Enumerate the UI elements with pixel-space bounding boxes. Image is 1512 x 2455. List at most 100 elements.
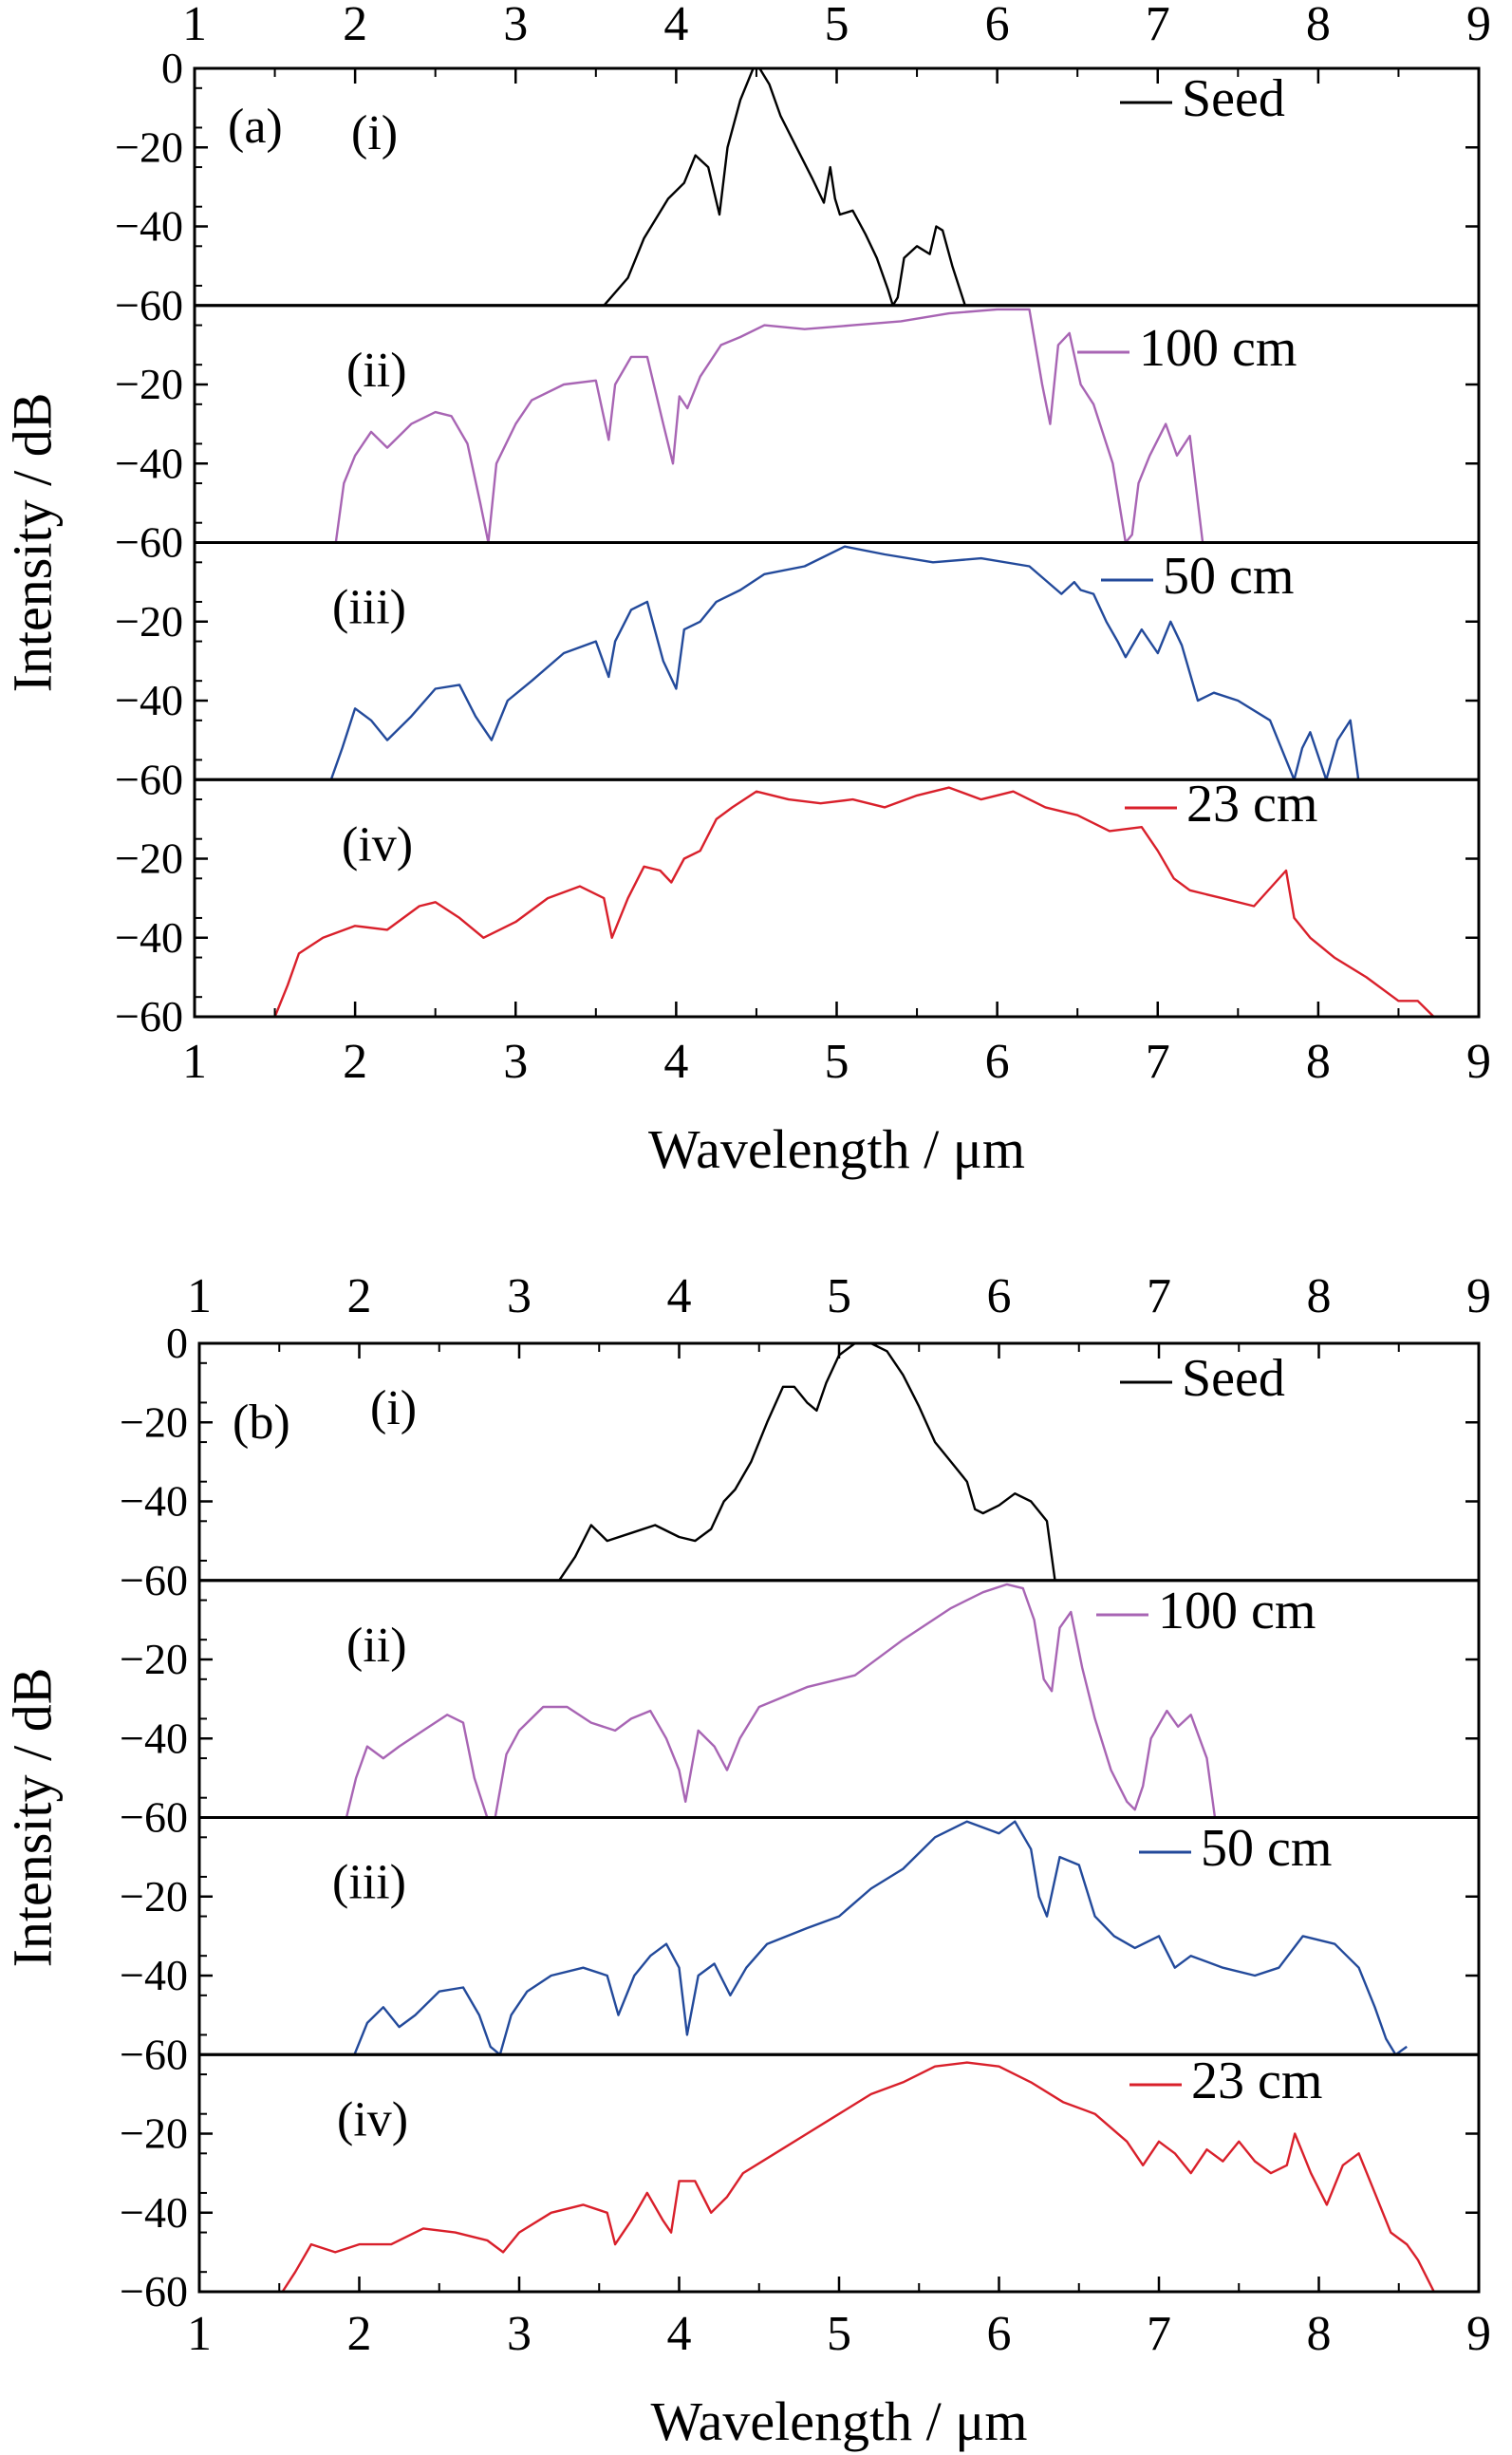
x-tick-label-top: 3: [507, 1269, 532, 1323]
y-tick-label: −40: [115, 913, 183, 962]
series-line-seed: [558, 1341, 1056, 1582]
x-tick-label-top: 6: [985, 0, 1010, 51]
subplot-frame: [197, 1341, 1481, 1583]
x-tick-label-top: 8: [1306, 0, 1331, 51]
y-tick-label: −60: [120, 1793, 188, 1842]
x-tick-label-top: 7: [1146, 0, 1170, 51]
y-axis-label: Intensity / dB: [1, 1668, 63, 1968]
y-tick-label: −60: [115, 281, 183, 329]
subplot-label: (iii): [332, 581, 406, 635]
subplot-3: −20 −40 −60 (iii) 50 cm: [115, 541, 1481, 803]
x-tick-label-top: 5: [825, 0, 849, 51]
y-tick-label: −40: [120, 1477, 188, 1526]
x-tick-label-top: 9: [1466, 0, 1491, 51]
subplot-label: (iv): [342, 817, 413, 871]
panel-a: 0−20−40−60(i)Seed−20−40−60(ii) 100 cm−20−…: [1, 0, 1491, 1180]
x-tick-label-top: 6: [987, 1269, 1012, 1323]
x-tick-label: 5: [825, 1035, 849, 1089]
x-tick-label: 7: [1147, 2307, 1171, 2361]
x-tick-label: 8: [1306, 1035, 1331, 1089]
y-tick-label: −60: [115, 992, 183, 1040]
legend-label: 50 cm: [1201, 1819, 1332, 1878]
x-axis-label: Wavelength / μm: [651, 2390, 1028, 2452]
y-tick-label: −20: [115, 122, 183, 171]
y-tick-label: −40: [115, 202, 183, 251]
series-line-100-cm: [345, 1583, 1217, 1819]
subplot-1: 0 −20 −40 −60 (i) Seed: [115, 44, 1481, 329]
x-tick-label-top: 1: [187, 1269, 212, 1323]
y-axis-label: Intensity / dB: [1, 393, 63, 693]
y-tick-label: −40: [120, 1714, 188, 1762]
x-tick-label-top: 2: [347, 1269, 372, 1323]
subplot-4: −20 −40 −60 (iv) 23 cm: [115, 775, 1481, 1040]
x-tick-label: 2: [343, 1035, 367, 1089]
subplot-label: (iv): [337, 2092, 408, 2146]
x-tick-label: 4: [667, 2307, 692, 2361]
legend-label: 23 cm: [1191, 2052, 1322, 2110]
x-tick-label-top: 4: [663, 0, 688, 51]
x-tick-label: 6: [985, 1035, 1010, 1089]
y-tick-label: −40: [115, 439, 183, 487]
subplot-2: −20 −40 −60 (ii) 100 cm: [115, 304, 1481, 567]
subplot-label: (i): [370, 1381, 417, 1435]
x-tick-label: 9: [1466, 1035, 1491, 1089]
x-tick-label: 3: [507, 2307, 532, 2361]
legend-label: Seed: [1182, 69, 1285, 128]
x-tick-label-top: 7: [1147, 1269, 1171, 1323]
x-tick-label-top: 3: [503, 0, 528, 51]
x-tick-label: 1: [187, 2307, 212, 2361]
x-tick-label: 7: [1146, 1035, 1170, 1089]
y-tick-label: −60: [115, 518, 183, 567]
subplot-3: −20 −40 −60 (iii) 50 cm: [120, 1816, 1481, 2078]
x-tick-label-top: 8: [1307, 1269, 1332, 1323]
subplot-2: −20 −40 −60 (ii) 100 cm: [120, 1579, 1481, 1842]
legend-label: 100 cm: [1158, 1582, 1316, 1640]
y-tick-label: −20: [120, 1397, 188, 1446]
series-line-seed: [603, 66, 966, 307]
x-tick-label-top: 9: [1466, 1269, 1491, 1323]
series-line-50-cm: [329, 545, 1360, 781]
series-line-23-cm: [281, 2061, 1435, 2293]
y-tick-label: −20: [120, 2109, 188, 2158]
subplot-1: 0 −20 −40 −60 (i) Seed: [120, 1319, 1481, 1604]
x-tick-label-top: 4: [667, 1269, 692, 1323]
y-tick-label: −60: [120, 2267, 188, 2315]
subplot-label: (ii): [346, 344, 407, 398]
y-tick-label: −20: [120, 1635, 188, 1683]
y-tick-label: −20: [115, 597, 183, 646]
x-tick-label: 4: [663, 1035, 688, 1089]
series-line-23-cm: [273, 786, 1435, 1018]
y-tick-label: −40: [120, 1951, 188, 1999]
x-tick-label: 8: [1307, 2307, 1332, 2361]
panel-label: (b): [233, 1396, 290, 1450]
subplot-4: −20 −40 −60 (iv) 23 cm: [120, 2052, 1481, 2315]
y-tick-label: −40: [115, 676, 183, 724]
x-tick-label-top: 2: [343, 0, 367, 51]
y-tick-label: −60: [120, 1556, 188, 1604]
y-tick-label: −40: [120, 2188, 188, 2237]
legend-label: 23 cm: [1186, 775, 1317, 834]
x-tick-label: 3: [503, 1035, 528, 1089]
series-line-100-cm: [334, 308, 1204, 544]
legend-label: 100 cm: [1139, 319, 1297, 378]
subplot-frame: [193, 66, 1481, 308]
panel-b: 0−20−40−60(i)Seed−20−40−60(ii)100 cm−20−…: [1, 1269, 1491, 2452]
legend-label: 50 cm: [1163, 547, 1294, 606]
y-tick-label: −60: [120, 2030, 188, 2078]
y-tick-label: −20: [115, 834, 183, 883]
y-tick-label: −60: [115, 755, 183, 803]
panel-label: (a): [228, 100, 283, 154]
x-axis-label: Wavelength / μm: [648, 1118, 1025, 1180]
x-tick-label: 9: [1466, 2307, 1491, 2361]
legend-label: Seed: [1182, 1349, 1285, 1408]
subplot-label: (ii): [346, 1619, 407, 1673]
x-tick-label: 6: [987, 2307, 1012, 2361]
y-tick-label: 0: [161, 44, 183, 92]
x-tick-label: 2: [347, 2307, 372, 2361]
subplot-label: (iii): [332, 1856, 406, 1910]
subplot-label: (i): [351, 106, 398, 160]
x-tick-label-top: 1: [182, 0, 207, 51]
y-tick-label: 0: [166, 1319, 188, 1367]
y-tick-label: −20: [115, 360, 183, 408]
